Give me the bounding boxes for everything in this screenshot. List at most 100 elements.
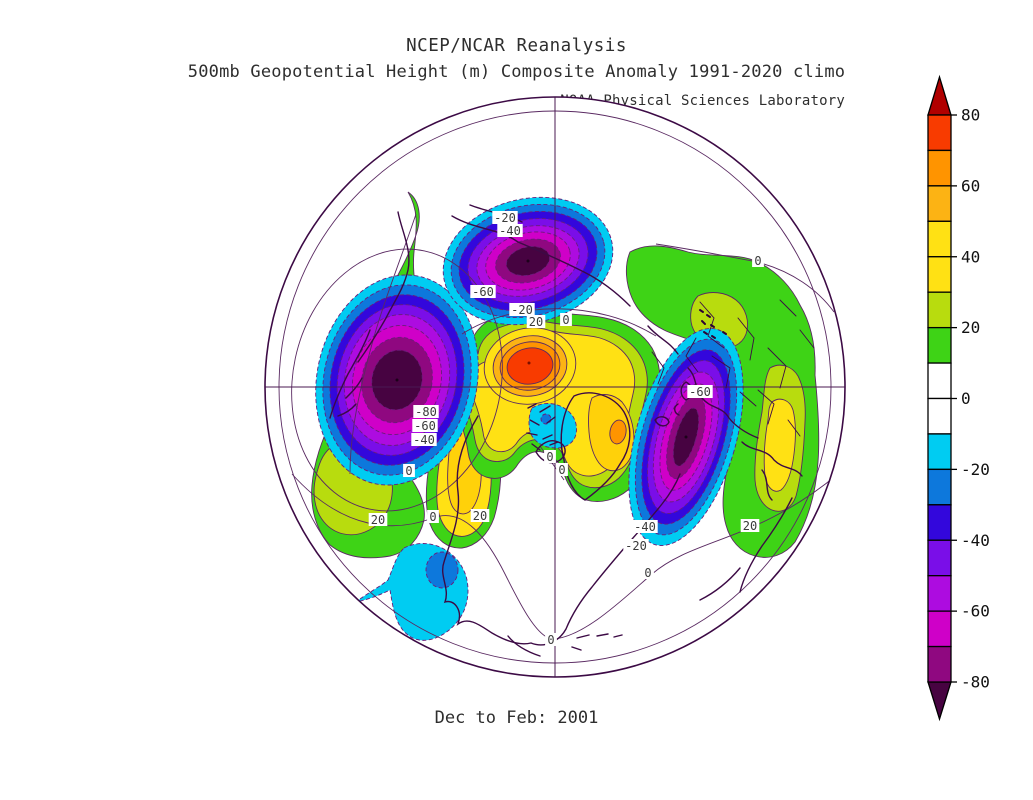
- colorbar-tick-label: 80: [961, 106, 980, 125]
- contour-label: 0: [754, 254, 761, 268]
- colorbar-segment: [927, 468, 952, 506]
- colorbar-tick-label: 60: [961, 176, 980, 195]
- contour-label-bg: [545, 633, 557, 646]
- contour-label: 0: [558, 463, 565, 477]
- coastline-japan: [337, 377, 363, 417]
- contour-label-bg: [752, 254, 764, 267]
- coastline-central-america: [507, 635, 541, 657]
- country-borders-asia: [651, 299, 815, 437]
- contour-label: -20: [494, 211, 516, 225]
- colorbar-arrow-below-min: [927, 681, 952, 722]
- colorbar-segment: [927, 256, 952, 293]
- contour-label: 20: [743, 519, 757, 533]
- zero-contour-bottom-sweep: [291, 473, 839, 640]
- contour-label: 0: [405, 464, 412, 478]
- colorbar-tick-label: -60: [961, 602, 990, 621]
- plot-caption: Dec to Feb: 2001: [434, 708, 599, 728]
- plot-title: NCEP/NCAR Reanalysis: [406, 36, 627, 56]
- colorbar-segment: [927, 645, 952, 683]
- colorbar: 80 60 40 20 0 -20 -40 -60 -80: [927, 74, 990, 722]
- coastline-africa: [699, 497, 793, 601]
- colorbar-tick-label: -80: [961, 673, 990, 692]
- contour-label: 0: [547, 633, 554, 647]
- colorbar-tick-label: 20: [961, 318, 980, 337]
- contour-label: 0: [546, 450, 553, 464]
- colorbar-segment: [927, 114, 952, 152]
- colorbar-segment: [927, 185, 952, 222]
- colorbar-segment: [927, 362, 952, 400]
- contour-label: 0: [644, 566, 651, 580]
- colorbar-tick-label: -20: [961, 460, 990, 479]
- plot-subtitle: 500mb Geopotential Height (m) Composite …: [187, 62, 846, 82]
- colorbar-segment: [927, 291, 952, 329]
- contour-label-bg: [412, 419, 438, 432]
- colorbar-segment: [927, 610, 952, 648]
- contour-label: -20: [625, 539, 647, 553]
- contour-label-bg: [687, 385, 713, 398]
- coastline-arctic-islands: [526, 403, 559, 451]
- colorbar-segment: [927, 397, 952, 435]
- contour-label: 20: [371, 513, 385, 527]
- coastline-greenland: [560, 392, 631, 501]
- contour-label: -80: [415, 405, 437, 419]
- siberia-min-marker: [526, 259, 530, 263]
- contour-label-bg: [470, 509, 490, 522]
- zero-contour-polar-top: [461, 308, 657, 337]
- contour-label-bg: [509, 303, 535, 316]
- contour-label-bg: [427, 510, 439, 523]
- contour-label-bg: [740, 519, 760, 532]
- contour-label-bg: [623, 539, 649, 552]
- atlantic-min-marker: [684, 435, 688, 439]
- contour-label: -60: [689, 385, 711, 399]
- graticule: [265, 97, 845, 677]
- contour-label: -40: [413, 433, 435, 447]
- contour-label: 0: [429, 510, 436, 524]
- contour-label: 20: [529, 315, 543, 329]
- contour-label: -60: [414, 419, 436, 433]
- coastline-iceland: [654, 416, 670, 427]
- contour-label-bg: [526, 315, 546, 328]
- colorbar-segment: [927, 433, 952, 471]
- colorbar-tick-label: 0: [961, 389, 971, 408]
- contour-label-bg: [470, 285, 496, 298]
- colorbar-segment: [927, 149, 952, 187]
- coastline-east-asia: [329, 211, 410, 419]
- pacific-min-marker: [395, 378, 399, 382]
- colorbar-segment: [927, 575, 952, 612]
- country-borders-caucasus-speckle: [699, 309, 727, 339]
- contour-label-bg: [560, 313, 572, 326]
- contour-label-bg: [411, 433, 437, 446]
- coastline-europe: [647, 325, 803, 501]
- contour-label-bg: [497, 224, 523, 237]
- positive-max-marker: [527, 361, 531, 365]
- zero-contour-pacific: [291, 248, 503, 512]
- coastline-caribbean: [571, 633, 623, 651]
- colorbar-tick-label: -40: [961, 531, 990, 550]
- map-rim-circle: [264, 96, 846, 678]
- contour-label-bg: [642, 566, 654, 579]
- contour-label-bg: [368, 513, 388, 526]
- colorbar-tick-label: 40: [961, 247, 980, 266]
- colorbar-segment: [927, 220, 952, 258]
- contour-label-bg: [544, 450, 556, 463]
- zero-contour-west-rim: [349, 213, 417, 475]
- contour-label: -20: [511, 303, 533, 317]
- colorbar-segment: [927, 539, 952, 577]
- contour-label: -40: [499, 224, 521, 238]
- contour-label-bg: [492, 211, 518, 224]
- greenland-positive-ring-p70: [506, 347, 554, 385]
- contour-label-bg: [403, 464, 415, 477]
- contour-label-bg: [413, 405, 439, 418]
- contour-label: 0: [562, 313, 569, 327]
- contour-label: -60: [472, 285, 494, 299]
- colorbar-segment: [927, 504, 952, 541]
- colorbar-segment: [927, 326, 952, 364]
- region-baja-blue-core: [425, 551, 459, 589]
- colorbar-arrow-above-max: [927, 74, 952, 116]
- contour-label-bg: [556, 463, 568, 476]
- contour-label: 20: [473, 509, 487, 523]
